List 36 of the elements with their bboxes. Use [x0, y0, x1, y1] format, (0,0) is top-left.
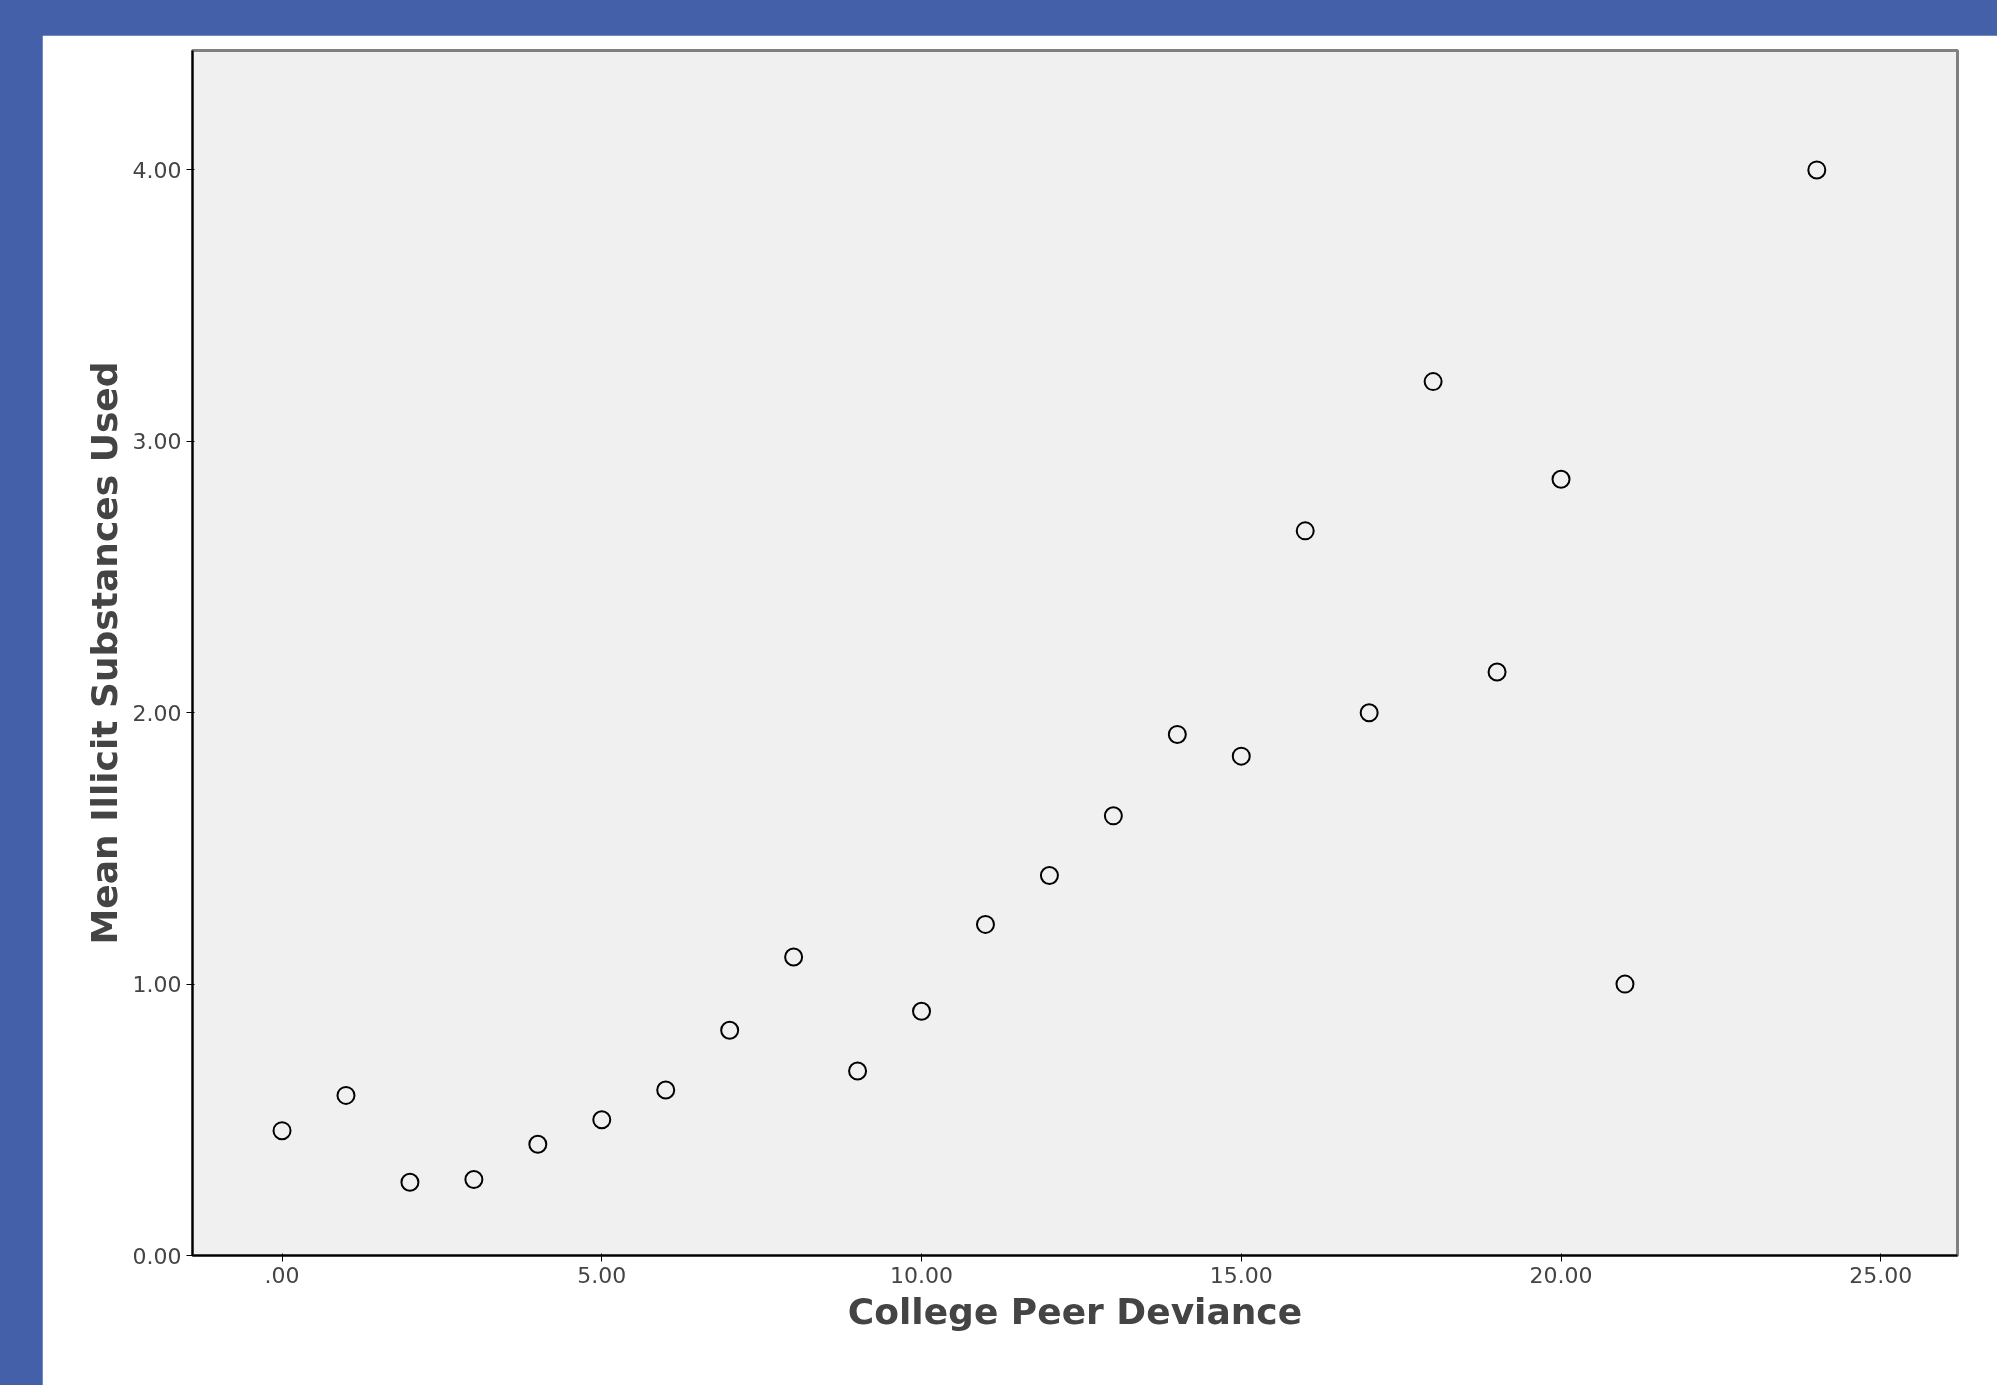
- point: [1103, 806, 1123, 826]
- y-axis-title: Mean Illicit Substances Used: [83, 361, 125, 945]
- x-tick-label: 15.00: [1209, 1262, 1273, 1288]
- point: [592, 1110, 612, 1130]
- x-tick-label: 20.00: [1529, 1262, 1593, 1288]
- x-tick-label: 10.00: [890, 1262, 954, 1288]
- point: [400, 1172, 420, 1192]
- point: [1039, 866, 1059, 886]
- point: [720, 1020, 740, 1040]
- point: [1551, 469, 1571, 489]
- point: [1807, 160, 1827, 180]
- point: [975, 914, 995, 934]
- point: [1423, 372, 1443, 392]
- x-axis-title: College Peer Deviance: [847, 1290, 1303, 1332]
- point: [528, 1134, 548, 1154]
- point: [1167, 724, 1187, 744]
- point: [912, 1001, 932, 1021]
- y-tick-label: 4.00: [132, 157, 182, 183]
- x-tick-label: 5.00: [577, 1262, 627, 1288]
- x-tick-label: .00: [264, 1262, 300, 1288]
- point: [1359, 703, 1379, 723]
- point: [656, 1080, 676, 1100]
- point: [1615, 974, 1635, 994]
- y-tick-label: 0.00: [132, 1243, 182, 1269]
- y-tick-label: 2.00: [132, 700, 182, 726]
- point: [784, 947, 804, 967]
- y-tick-label: 3.00: [132, 429, 182, 455]
- point: [1295, 521, 1315, 541]
- point: [336, 1085, 356, 1105]
- point: [272, 1121, 292, 1141]
- point: [464, 1170, 484, 1189]
- point: [1487, 662, 1507, 682]
- point: [1231, 746, 1251, 766]
- point: [848, 1061, 868, 1081]
- y-tick-label: 1.00: [132, 972, 182, 998]
- x-tick-label: 25.00: [1849, 1262, 1913, 1288]
